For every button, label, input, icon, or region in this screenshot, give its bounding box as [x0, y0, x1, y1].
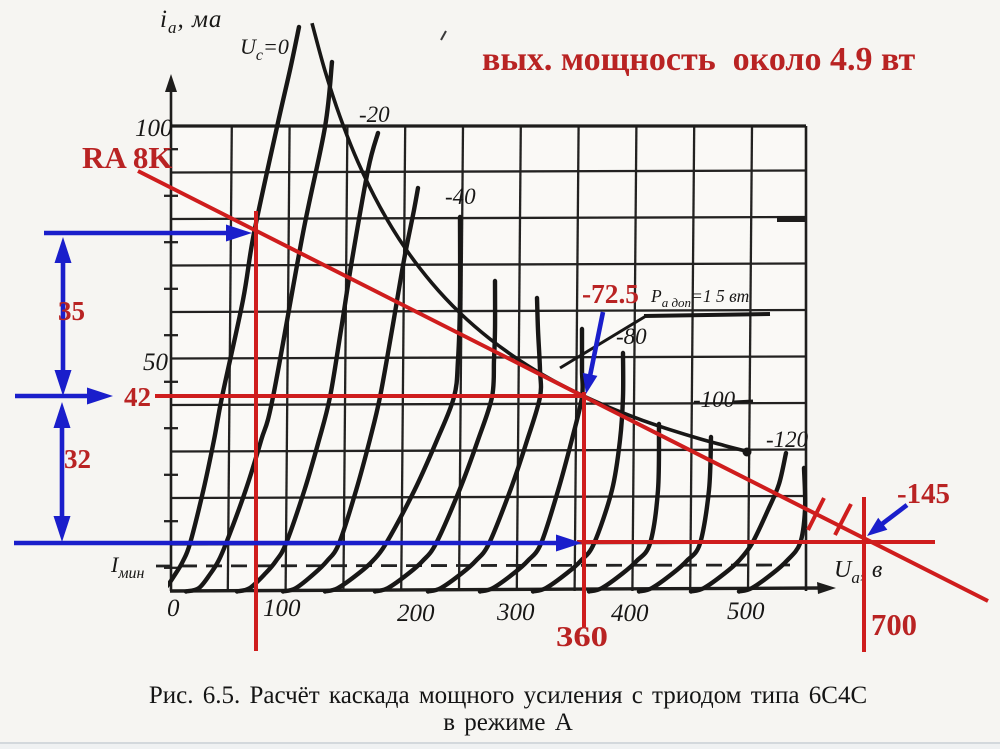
svg-text:в режиме А: в режиме А	[443, 709, 573, 736]
svg-text:-120: -120	[766, 427, 809, 452]
svg-text:500: 500	[727, 598, 765, 625]
svg-text:200: 200	[397, 600, 435, 627]
svg-text:50: 50	[143, 349, 169, 376]
svg-text:RA 8K: RA 8K	[82, 140, 172, 175]
svg-text:100: 100	[135, 115, 173, 142]
svg-text:400: 400	[611, 600, 649, 627]
svg-text:вых. мощность около 4.9 вт: вых. мощность около 4.9 вт	[482, 41, 915, 78]
svg-text:32: 32	[64, 444, 91, 474]
svg-text:0: 0	[167, 595, 180, 622]
svg-text:700: 700	[871, 607, 917, 642]
svg-text:-100: -100	[693, 387, 736, 412]
svg-text:300: 300	[496, 599, 535, 626]
svg-text:-80: -80	[616, 324, 647, 349]
svg-text:360: 360	[556, 621, 608, 653]
svg-text:35: 35	[58, 296, 85, 326]
svg-text:-145: -145	[897, 479, 950, 510]
svg-text:42: 42	[124, 382, 151, 412]
svg-text:-20: -20	[359, 102, 390, 127]
svg-text:-40: -40	[445, 184, 476, 209]
svg-text:100: 100	[263, 595, 301, 622]
svg-text:-72.5: -72.5	[582, 279, 639, 309]
svg-text:Рис. 6.5. Расчёт каскада мощно: Рис. 6.5. Расчёт каскада мощного усилени…	[149, 682, 867, 709]
